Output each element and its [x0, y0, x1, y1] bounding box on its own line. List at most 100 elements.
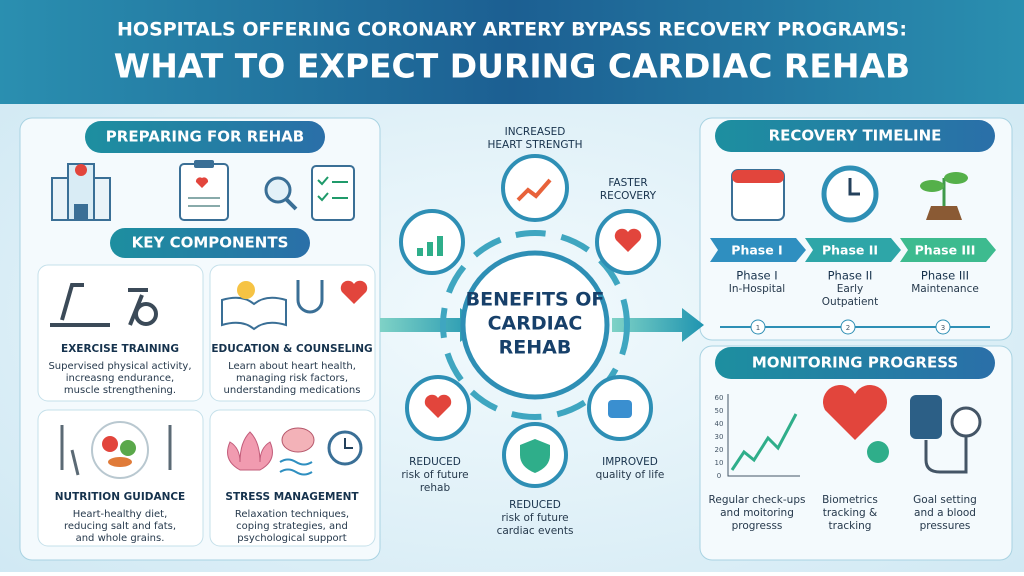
icon-clipboard: [179, 160, 229, 221]
benefit-icon-part: [608, 400, 632, 418]
icon-timeline-part: [935, 319, 951, 335]
icon-book-part: [237, 281, 255, 299]
icon-checklist-part: [311, 165, 355, 221]
benefit-label: risk of future: [401, 469, 468, 481]
benefit-icon-part: [614, 228, 642, 252]
card-text: reducing salt and fats,: [64, 521, 176, 532]
panel-part: [85, 121, 325, 153]
card-text: Heart-healthy diet,: [73, 509, 168, 520]
icon-nutrition-part: [91, 421, 149, 479]
card-text: and whole grains.: [76, 533, 165, 544]
icon-checklist-part: [284, 197, 298, 211]
benefit-label: quality of life: [596, 469, 665, 481]
phase-label: Phase III: [921, 269, 969, 283]
benefit-icon-part: [516, 178, 552, 202]
monitoring-label: Goal setting: [913, 494, 977, 506]
icon-book-part: [221, 296, 287, 331]
monitoring-label: tracking: [829, 520, 872, 532]
panel-part: [715, 347, 995, 379]
phase-label: Phase II: [828, 269, 873, 283]
icon-clipboard-part: [179, 163, 229, 221]
section-heading: PREPARING FOR REHAB: [106, 128, 304, 146]
icon-stress-part: [227, 431, 273, 471]
monitoring-label: pressures: [920, 520, 971, 532]
icon-timeline-part: [732, 170, 784, 183]
icon-monitoring-part: [910, 395, 942, 439]
chart-tick-label: 50: [715, 407, 724, 415]
phase-label: Outpatient: [822, 296, 878, 308]
step-number: 2: [846, 324, 850, 332]
icon-stress: [227, 427, 363, 476]
chart-tick-label: 60: [715, 394, 724, 402]
phase-arrow-label: Phase III: [915, 243, 976, 258]
card-text: coping strategies, and: [236, 521, 348, 532]
benefit-label: RECOVERY: [600, 190, 657, 202]
phase-arrow-label: Phase I: [731, 243, 782, 258]
icon-checklist-part: [264, 176, 292, 204]
icon-treadmill-part: [50, 283, 110, 327]
benefit-label: rehab: [420, 482, 451, 494]
icon-timeline-part: [848, 178, 860, 196]
icon-nutrition-part: [102, 436, 118, 452]
icon-stress-part: [279, 458, 313, 476]
icon-nutrition-part: [108, 457, 132, 467]
icon-hospital-part: [75, 164, 87, 176]
card-title: EDUCATION & COUNSELING: [211, 343, 372, 355]
benefit-icon-part: [520, 439, 550, 473]
panel-part: [715, 120, 995, 152]
chart-tick-label: 20: [715, 446, 724, 454]
center-title: REHAB: [499, 337, 572, 359]
section-heading: MONITORING PROGRESS: [752, 354, 958, 372]
section-heading: RECOVERY TIMELINE: [769, 127, 942, 145]
card-text: psychological support: [237, 533, 347, 544]
center-title: CARDIAC: [488, 313, 583, 335]
chart-tick-label: 40: [715, 420, 724, 428]
icon-nutrition: [60, 421, 172, 479]
flow-arrow-part: [460, 250, 610, 400]
benefit-label: cardiac events: [497, 525, 574, 537]
icon-timeline: [710, 165, 996, 335]
icon-treadmill-part: [134, 302, 158, 326]
benefit-label: IMPROVED: [602, 456, 658, 468]
benefit-label: REDUCED: [509, 499, 561, 511]
icon-treadmill: [50, 283, 158, 327]
icon-book: [221, 280, 368, 331]
card-text: Supervised physical activity,: [48, 361, 191, 372]
icon-timeline-part: [944, 172, 968, 184]
card-title: NUTRITION GUIDANCE: [55, 491, 185, 503]
benefit-icon-part: [417, 236, 443, 256]
monitoring-label: tracking &: [823, 507, 877, 519]
title-line: HOSPITALS OFFERING CORONARY ARTERY BYPAS…: [117, 19, 907, 41]
icon-checklist: [264, 165, 355, 221]
icon-book-part: [296, 280, 324, 314]
step-number: 3: [941, 324, 945, 332]
phase-label: Phase I: [736, 269, 777, 283]
chart-tick-label: 0: [717, 472, 721, 480]
icon-book-part: [340, 280, 368, 304]
icon-clipboard-part: [188, 197, 220, 207]
title-line: WHAT TO EXPECT DURING CARDIAC REHAB: [114, 47, 910, 86]
phase-arrow-label: Phase II: [822, 243, 878, 258]
card-text: understanding medications: [224, 385, 361, 396]
monitoring-label: and moitoring: [720, 507, 794, 519]
chart-tick-label: 10: [715, 459, 724, 467]
component-card: [37, 264, 376, 547]
component-card-part: [37, 264, 204, 402]
icon-timeline-part: [710, 238, 806, 262]
benefit-icon: [417, 178, 642, 473]
center-title: BENEFITS OF: [466, 289, 605, 311]
icon-timeline-part: [926, 206, 962, 220]
flow-arrow-part: [440, 230, 630, 420]
card-title: EXERCISE TRAINING: [61, 343, 179, 355]
chart-tick-label: 30: [715, 433, 724, 441]
section-heading: KEY COMPONENTS: [132, 234, 289, 252]
card-text: managing risk factors,: [236, 373, 348, 384]
icon-monitoring: [727, 385, 982, 477]
icon-stress-part: [281, 427, 315, 453]
icon-checklist-part: [317, 176, 348, 202]
component-card-part: [209, 264, 376, 402]
icon-hospital-part: [74, 204, 88, 220]
icon-clipboard-part: [195, 177, 209, 188]
icon-monitoring-part: [924, 436, 968, 474]
